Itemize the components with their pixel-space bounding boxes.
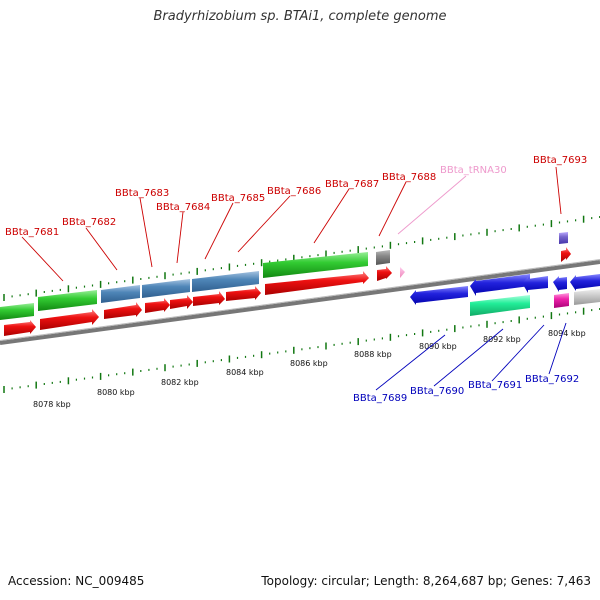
accession-text: Accession: NC_009485 — [8, 574, 145, 588]
feature-bar-gray[interactable] — [376, 250, 390, 265]
forward-gene-track — [4, 247, 571, 336]
gene-label[interactable]: BBta_7687 — [325, 179, 379, 190]
gene-arrow-forward[interactable] — [226, 286, 261, 301]
gene-arrow-reverse[interactable] — [553, 276, 567, 292]
gene-label[interactable]: BBta_7685 — [211, 193, 265, 204]
gene-label[interactable]: BBta_7682 — [62, 217, 116, 228]
gene-label[interactable]: BBta_7689 — [353, 393, 407, 404]
feature-bar-green[interactable] — [0, 303, 34, 320]
feature-bar-steel[interactable] — [192, 271, 259, 292]
gene-arrow-forward[interactable] — [4, 320, 36, 336]
gene-label[interactable]: BBta_7693 — [533, 155, 587, 166]
kbp-axis-labels: 8078 kbp 8080 kbp 8082 kbp 8084 kbp 8086… — [33, 329, 586, 409]
gene-arrow-forward[interactable] — [170, 295, 193, 309]
kbp-label: 8080 kbp — [97, 388, 135, 397]
reverse-gene-track — [410, 274, 600, 316]
feature-bar-steel[interactable] — [142, 279, 190, 298]
trna-label[interactable]: BBta_tRNA30 — [440, 165, 507, 176]
feature-bar-lightgray[interactable] — [574, 289, 600, 305]
kbp-label: 8092 kbp — [483, 335, 521, 344]
genome-backbone — [0, 259, 600, 345]
gene-arrow-forward[interactable] — [104, 302, 142, 319]
page-title: Bradyrhizobium sp. BTAi1, complete genom… — [153, 9, 447, 24]
kbp-label: 8084 kbp — [226, 368, 264, 377]
gene-label[interactable]: BBta_7690 — [410, 386, 464, 397]
feature-bar-steel[interactable] — [101, 285, 140, 303]
gene-arrow-reverse[interactable] — [470, 274, 530, 296]
gene-arrow-forward[interactable] — [40, 309, 99, 330]
gene-label[interactable]: BBta_7688 — [382, 172, 436, 183]
kbp-label: 8078 kbp — [33, 400, 71, 409]
gene-arrow-forward[interactable] — [193, 291, 225, 306]
gene-label[interactable]: BBta_7683 — [115, 188, 169, 199]
lower-scale-track — [3, 307, 600, 393]
gene-arrow-forward[interactable] — [561, 247, 571, 262]
trna-arrow[interactable] — [400, 267, 405, 278]
feature-bar-violet[interactable] — [559, 232, 568, 244]
gene-arrow-reverse[interactable] — [570, 274, 600, 291]
label-leader-lines — [21, 166, 567, 391]
gene-label[interactable]: BBta_7686 — [267, 186, 321, 197]
kbp-label: 8086 kbp — [290, 359, 328, 368]
gene-label[interactable]: BBta_7691 — [468, 380, 522, 391]
genome-summary-text: Topology: circular; Length: 8,264,687 bp… — [261, 574, 591, 588]
kbp-label: 8082 kbp — [161, 378, 199, 387]
gene-arrow-forward[interactable] — [265, 271, 369, 295]
kbp-label: 8090 kbp — [419, 342, 457, 351]
feature-bar-green[interactable] — [263, 252, 368, 278]
gene-label[interactable]: BBta_7692 — [525, 374, 579, 385]
upper-feature-track — [0, 232, 568, 320]
gene-label[interactable]: BBta_7681 — [5, 227, 59, 238]
kbp-label: 8088 kbp — [354, 350, 392, 359]
feature-bar-green[interactable] — [38, 290, 97, 311]
gene-arrow-reverse[interactable] — [522, 276, 548, 293]
feature-bar-teal[interactable] — [470, 295, 530, 316]
kbp-label: 8094 kbp — [548, 329, 586, 338]
gene-arrow-forward[interactable] — [377, 266, 392, 281]
gene-arrow-forward[interactable] — [145, 298, 170, 313]
gene-label[interactable]: BBta_7684 — [156, 202, 210, 213]
feature-bar-magenta[interactable] — [554, 293, 569, 308]
gene-arrow-reverse[interactable] — [410, 286, 468, 305]
gene-labels: BBta_7681 BBta_7682 BBta_7683 BBta_7684 … — [5, 155, 587, 404]
